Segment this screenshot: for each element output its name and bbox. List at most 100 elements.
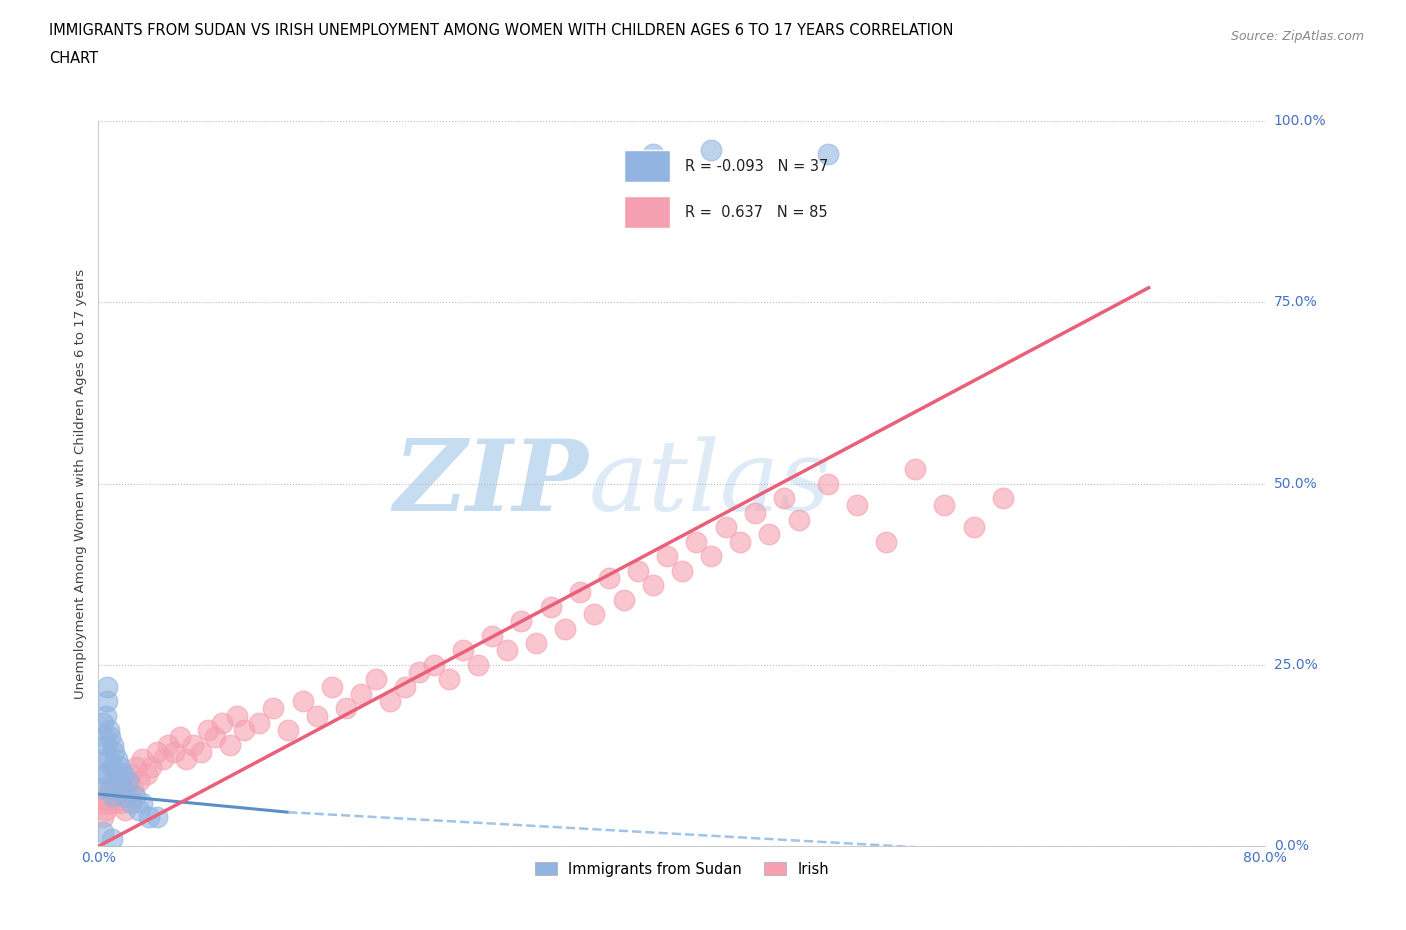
Point	[131, 795, 153, 810]
Point	[91, 751, 114, 766]
Point	[817, 146, 839, 161]
Point	[112, 766, 135, 781]
Point	[122, 781, 145, 796]
Point	[103, 745, 125, 760]
Point	[671, 564, 693, 578]
Point	[510, 614, 533, 629]
Point	[934, 498, 956, 512]
Point	[105, 751, 128, 766]
FancyBboxPatch shape	[624, 151, 669, 182]
Point	[125, 759, 148, 774]
Legend: Immigrants from Sudan, Irish: Immigrants from Sudan, Irish	[529, 856, 835, 883]
Text: ZIP: ZIP	[394, 435, 589, 532]
Point	[321, 679, 343, 694]
Point	[111, 781, 134, 796]
Point	[262, 701, 284, 716]
Point	[169, 730, 191, 745]
Point	[93, 730, 115, 745]
Point	[451, 643, 474, 658]
Point	[100, 788, 122, 803]
Point	[112, 766, 135, 781]
Point	[730, 534, 752, 549]
Point	[875, 534, 897, 549]
Point	[641, 578, 664, 592]
Point	[277, 723, 299, 737]
Point	[98, 781, 121, 796]
Point	[496, 643, 519, 658]
FancyBboxPatch shape	[624, 196, 669, 229]
Text: 25.0%: 25.0%	[1274, 658, 1317, 672]
Point	[163, 745, 186, 760]
Text: 75.0%: 75.0%	[1274, 295, 1317, 310]
Point	[104, 766, 127, 781]
Point	[100, 759, 122, 774]
Point	[93, 766, 115, 781]
Point	[104, 781, 127, 796]
Point	[101, 737, 124, 752]
Point	[554, 621, 576, 636]
Point	[118, 781, 141, 796]
Point	[350, 686, 373, 701]
Point	[204, 730, 226, 745]
Point	[110, 795, 132, 810]
Text: R =  0.637   N = 85: R = 0.637 N = 85	[685, 205, 828, 219]
Point	[583, 606, 606, 621]
Point	[714, 520, 737, 535]
Text: atlas: atlas	[589, 436, 831, 531]
Point	[364, 672, 387, 687]
Point	[101, 788, 124, 803]
Point	[96, 788, 118, 803]
Point	[685, 534, 707, 549]
Text: Source: ZipAtlas.com: Source: ZipAtlas.com	[1230, 30, 1364, 43]
Point	[846, 498, 869, 512]
Point	[157, 737, 180, 752]
Point	[307, 709, 329, 724]
Point	[93, 795, 115, 810]
Point	[146, 745, 169, 760]
Point	[117, 788, 139, 803]
Point	[115, 774, 138, 789]
Point	[641, 146, 664, 161]
Point	[291, 694, 314, 709]
Text: 50.0%: 50.0%	[1274, 476, 1317, 491]
Point	[108, 774, 131, 789]
Point	[96, 694, 118, 709]
Point	[131, 751, 153, 766]
Point	[128, 774, 150, 789]
Point	[962, 520, 984, 535]
Point	[135, 766, 157, 781]
Point	[98, 730, 121, 745]
Point	[657, 549, 679, 564]
Point	[91, 715, 114, 730]
Text: CHART: CHART	[49, 51, 98, 66]
Point	[218, 737, 240, 752]
Point	[174, 751, 197, 766]
Point	[524, 636, 547, 651]
Point	[138, 810, 160, 825]
Point	[110, 759, 132, 774]
Text: 0.0%: 0.0%	[1274, 839, 1309, 854]
Point	[152, 751, 174, 766]
Point	[114, 788, 136, 803]
Point	[117, 774, 139, 789]
Point	[744, 505, 766, 520]
Y-axis label: Unemployment Among Women with Children Ages 6 to 17 years: Unemployment Among Women with Children A…	[73, 269, 87, 698]
Point	[627, 564, 650, 578]
Text: R = -0.093   N = 37: R = -0.093 N = 37	[685, 159, 828, 174]
Point	[904, 461, 927, 476]
Point	[103, 795, 125, 810]
Point	[98, 781, 121, 796]
Point	[111, 781, 134, 796]
Point	[568, 585, 591, 600]
Point	[247, 715, 270, 730]
Point	[190, 745, 212, 760]
Point	[481, 629, 503, 644]
Point	[197, 723, 219, 737]
Point	[787, 512, 810, 527]
Point	[700, 549, 723, 564]
Point	[91, 824, 114, 839]
Point	[380, 694, 402, 709]
Point	[101, 774, 124, 789]
Point	[94, 709, 117, 724]
Point	[408, 665, 430, 680]
